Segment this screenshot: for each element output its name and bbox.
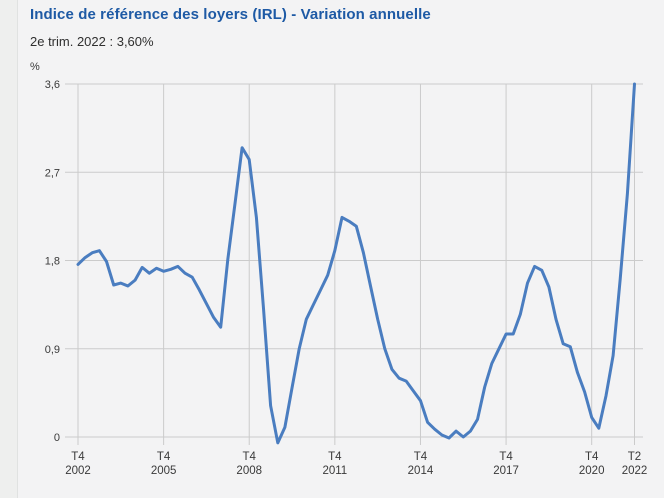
x-tick-label: T2	[628, 451, 641, 463]
left-panel-edge	[0, 0, 18, 498]
x-tick-label-year: 2020	[579, 465, 605, 477]
y-tick-label: 3,6	[45, 79, 60, 91]
x-tick-label-year: 2008	[236, 465, 262, 477]
x-tick-label: T4	[328, 451, 342, 463]
chart-title: Indice de référence des loyers (IRL) - V…	[30, 6, 431, 23]
x-tick-label: T4	[414, 451, 428, 463]
x-tick-label: T4	[585, 451, 599, 463]
x-tick-label-year: 2017	[493, 465, 519, 477]
chart-subtitle: 2e trim. 2022 : 3,60%	[30, 34, 154, 49]
x-tick-label-year: 2014	[408, 465, 434, 477]
x-tick-label-year: 2022	[622, 465, 648, 477]
y-tick-label: 2,7	[45, 167, 60, 179]
series-line	[76, 82, 636, 445]
y-tick-label: 1,8	[45, 256, 60, 268]
x-tick-label: T4	[243, 451, 257, 463]
x-tick-label: T4	[157, 451, 171, 463]
y-tick-label: 0	[54, 432, 60, 444]
y-axis-unit-label: %	[30, 61, 40, 73]
x-tick-label: T4	[499, 451, 513, 463]
x-tick-label-year: 2005	[151, 465, 177, 477]
x-tick-label: T4	[71, 451, 85, 463]
x-tick-label-year: 2011	[322, 465, 347, 477]
y-tick-label: 0,9	[45, 344, 60, 356]
x-tick-label-year: 2002	[65, 465, 91, 477]
